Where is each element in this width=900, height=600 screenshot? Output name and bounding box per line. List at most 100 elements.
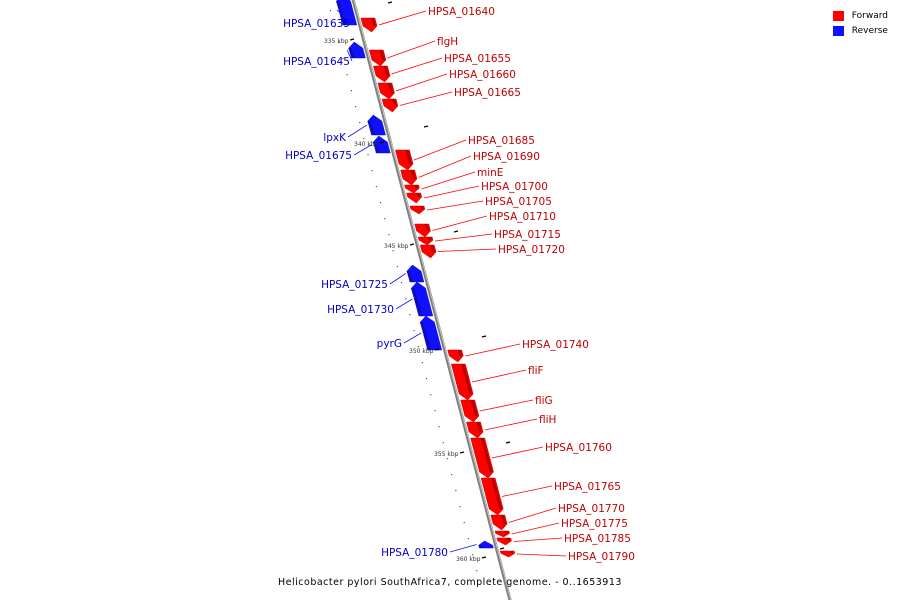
gene-arrow-shade — [476, 422, 483, 432]
gene-leader-line — [491, 446, 544, 459]
gene-leader-line — [501, 485, 553, 497]
genome-backbone — [351, 0, 512, 600]
gene-arrow-shade — [372, 142, 381, 153]
gene-leader-line — [395, 298, 413, 310]
gene-label: HPSA_01685 — [468, 135, 535, 147]
gene-arrow-shade — [420, 206, 424, 210]
scale-tick — [434, 348, 440, 351]
gene-leader-line — [403, 332, 422, 344]
gene-label: HPSA_01655 — [444, 53, 511, 65]
scale-dot — [396, 266, 398, 268]
gene-label: HPSA_01700 — [481, 181, 548, 193]
gene-arrow-shade — [370, 18, 377, 26]
gene-leader-line — [413, 139, 467, 161]
scale-dot — [342, 58, 344, 60]
gene-leader-line — [399, 91, 453, 106]
gene-arrow-shade — [410, 288, 423, 316]
gene-leader-line — [391, 57, 443, 75]
scale-tick-label: 350 kbp — [409, 348, 434, 355]
scale-dot — [354, 106, 357, 108]
scale-dot — [392, 250, 394, 252]
gene-arrow-shade — [506, 538, 511, 541]
gene-label: HPSA_01635 — [283, 18, 350, 30]
scale-dot — [409, 314, 411, 316]
scale-tick — [505, 441, 511, 444]
legend: Forward Reverse — [832, 8, 888, 38]
gene-label: HPSA_01780 — [381, 547, 448, 559]
forward-swatch — [832, 10, 844, 21]
gene-label: HPSA_01720 — [498, 244, 565, 256]
reverse-swatch — [832, 25, 844, 36]
scale-tick-label: 345 kbp — [384, 243, 409, 250]
map-caption: Helicobacter pylori SouthAfrica7, comple… — [278, 577, 622, 588]
scale-dot — [446, 458, 449, 460]
scale-dot — [359, 122, 361, 124]
scale-tick — [481, 556, 487, 559]
gene-arrow-shade — [470, 400, 478, 416]
gene-label: HPSA_01770 — [558, 503, 625, 515]
scale-tick — [409, 243, 415, 246]
gene-label: HPSA_01705 — [485, 196, 552, 208]
gene-leader-line — [435, 233, 493, 242]
gene-arrow-shade — [500, 515, 507, 524]
gene-arrow-shade — [414, 185, 419, 189]
scale-dot — [438, 426, 440, 428]
gene-arrow-shade — [387, 83, 394, 93]
gene-arrow-shade — [348, 48, 356, 58]
scale-tick-label: 335 kbp — [324, 38, 349, 45]
gene-label: fliG — [535, 395, 553, 407]
scale-dot — [471, 554, 474, 556]
scale-dot — [434, 410, 436, 412]
gene-label: HPSA_01740 — [522, 339, 589, 351]
gene-label: HPSA_01725 — [321, 279, 388, 291]
scale-tick — [379, 141, 385, 144]
scale-tick — [453, 230, 459, 233]
scale-dot — [380, 202, 382, 204]
scale-dot — [430, 394, 432, 396]
gene-leader-line — [423, 185, 480, 199]
gene-arrow-shade — [383, 66, 390, 76]
scale-dot — [350, 90, 352, 92]
gene-label: pyrG — [377, 338, 402, 350]
gene-arrow-shade — [416, 193, 421, 197]
gene-leader-line — [465, 343, 521, 357]
scale-dot — [476, 570, 478, 572]
gene-arrow-shade — [335, 1, 347, 25]
gene-arrow-shade — [424, 224, 430, 231]
scale-dot — [388, 234, 390, 236]
gene-leader-line — [336, 9, 353, 24]
legend-forward: Forward — [832, 8, 888, 23]
scale-dot — [467, 538, 469, 540]
gene-arrow-shade — [478, 545, 484, 548]
gene-label: HPSA_01765 — [554, 481, 621, 493]
gene-arrow-shade — [491, 478, 503, 509]
scale-dot — [400, 282, 403, 284]
gene-arrow-shade — [405, 150, 413, 164]
gene-leader-line — [346, 49, 353, 62]
scale-dot — [459, 506, 461, 508]
gene-leader-line — [387, 40, 436, 59]
gene-arrow-shade — [510, 551, 514, 554]
gene-leader-line — [516, 553, 567, 557]
scale-tick-label: 340 kbp — [354, 141, 379, 148]
genome-backbone-highlight — [353, 0, 512, 600]
scale-dot — [442, 442, 444, 444]
scale-dot — [405, 298, 407, 300]
scale-dot — [375, 186, 378, 188]
scale-tick-label: 360 kbp — [456, 556, 481, 563]
gene-label: HPSA_01690 — [473, 151, 540, 163]
gene-arrow-shade — [480, 438, 493, 472]
gene-arrow-shade — [410, 170, 416, 179]
scale-dot — [413, 330, 415, 332]
gene-label: flgH — [437, 36, 458, 48]
scale-dot — [463, 522, 465, 524]
gene-arrow — [411, 281, 434, 317]
gene-label: minE — [477, 167, 503, 179]
gene-arrow — [420, 315, 443, 351]
gene-label: HPSA_01760 — [545, 442, 612, 454]
scale-dot — [367, 154, 369, 156]
scale-dot — [329, 10, 332, 12]
gene-leader-line — [513, 537, 563, 542]
gene-arrow — [478, 540, 494, 549]
